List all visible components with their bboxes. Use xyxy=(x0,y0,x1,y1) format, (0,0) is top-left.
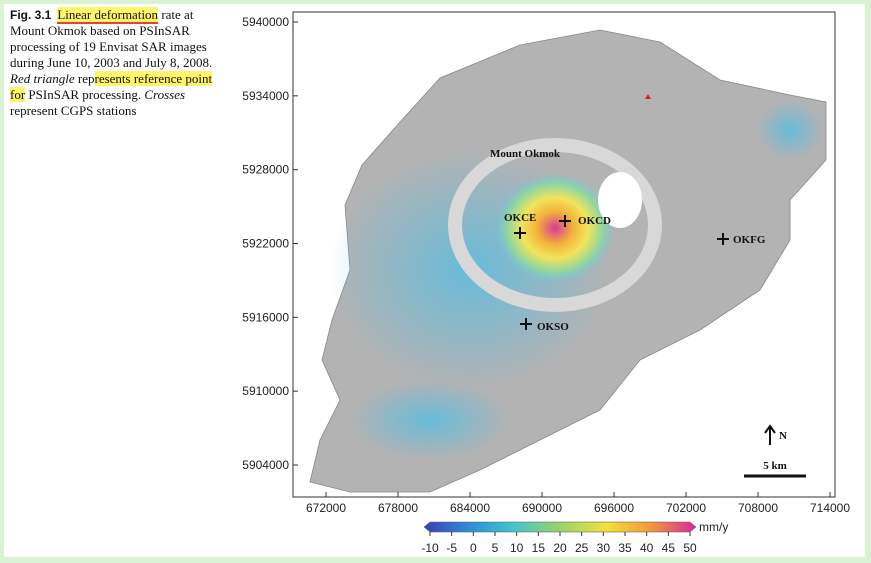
reference-triangle xyxy=(645,94,651,99)
x-tick-label: 672000 xyxy=(306,501,346,515)
deformation-peak xyxy=(495,173,615,283)
y-tick-label: 5928000 xyxy=(242,163,289,177)
north-label: N xyxy=(779,430,787,442)
caption-text: represent CGPS stations xyxy=(10,103,137,118)
caption-text: PSInSAR processing. xyxy=(25,87,145,102)
station-label: OKFG xyxy=(733,234,766,246)
x-tick-label: 702000 xyxy=(666,501,706,515)
x-tick-label: 714000 xyxy=(810,501,850,515)
station-cross xyxy=(514,227,526,239)
y-tick-label: 5940000 xyxy=(242,15,289,29)
colorbar-tick-label: 20 xyxy=(553,541,567,555)
colorbar-tick-label: 35 xyxy=(618,541,632,555)
colorbar-tick-label: 5 xyxy=(492,541,499,555)
y-tick-label: 5904000 xyxy=(242,458,289,472)
station-label: OKCE xyxy=(504,212,536,224)
y-tick-label: 5916000 xyxy=(242,310,289,324)
station-cross xyxy=(559,215,571,227)
north-arrow xyxy=(764,424,776,445)
caption-italic: Red triangle xyxy=(10,71,75,86)
station-cross xyxy=(520,318,532,330)
y-tick-label: 5922000 xyxy=(242,237,289,251)
volcano-label: Mount Okmok xyxy=(490,148,561,160)
y-tick-label: 5910000 xyxy=(242,384,289,398)
deformation-field xyxy=(350,380,510,460)
station-cross xyxy=(717,233,729,245)
x-tick-label: 696000 xyxy=(594,501,634,515)
caption-text: rate at Mount Okmok based on PSInSAR pro… xyxy=(10,7,213,70)
highlight: Linear deformation xyxy=(57,7,159,24)
x-tick-label: 678000 xyxy=(378,501,418,515)
colorbar-tick-label: 25 xyxy=(575,541,589,555)
colorbar-tick-label: -10 xyxy=(421,541,439,555)
colorbar-tick-label: 50 xyxy=(683,541,697,555)
figure-number: Fig. 3.1 xyxy=(10,8,52,22)
colorbar-tick-label: 10 xyxy=(510,541,524,555)
caption-italic: Crosses xyxy=(144,87,186,102)
y-tick-label: 5934000 xyxy=(242,89,289,103)
colorbar-tick-label: 40 xyxy=(640,541,654,555)
stations xyxy=(514,215,729,330)
colorbar-tick-label: 0 xyxy=(470,541,477,555)
colorbar-tick-label: -5 xyxy=(446,541,457,555)
colorbar-unit: mm/y xyxy=(699,520,728,534)
station-label: OKSO xyxy=(537,321,569,333)
colorbar-tick-label: 15 xyxy=(532,541,546,555)
colorbar-tick-label: 45 xyxy=(662,541,676,555)
x-tick-label: 708000 xyxy=(738,501,778,515)
colorbar xyxy=(423,521,697,533)
lake xyxy=(598,172,642,228)
scale-label: 5 km xyxy=(763,460,787,472)
caldera-rim xyxy=(448,138,662,312)
colorbar-tick-label: 30 xyxy=(597,541,611,555)
caption: Fig. 3.1 Linear deformation rate at Mount… xyxy=(10,7,222,119)
x-tick-label: 690000 xyxy=(522,501,562,515)
station-label: OKCD xyxy=(578,215,611,227)
caption-text: rep xyxy=(74,71,95,86)
x-tick-label: 684000 xyxy=(450,501,490,515)
deformation-field xyxy=(756,100,824,160)
